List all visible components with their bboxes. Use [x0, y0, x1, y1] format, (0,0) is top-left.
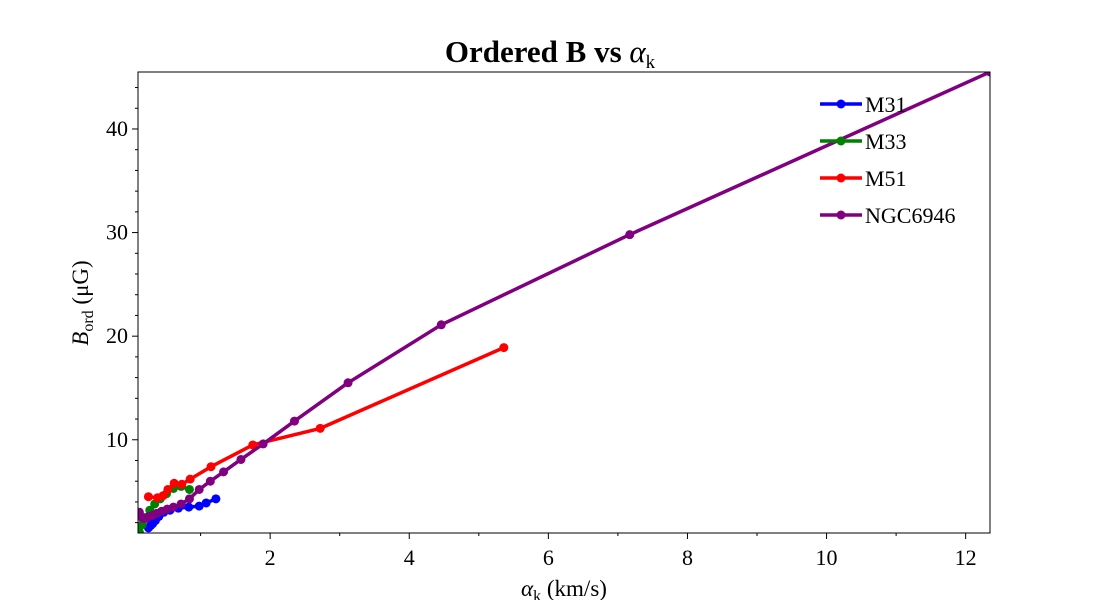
data-point-m51 — [169, 478, 179, 488]
chart-title: Ordered B vs αk — [445, 34, 656, 73]
data-point-m31 — [194, 501, 204, 511]
data-point-ngc6946 — [168, 502, 178, 512]
legend-marker-m33 — [836, 136, 846, 146]
axes-layer: 2 4 6 8 10 12 10 20 30 40 — [106, 71, 991, 570]
data-point-m33 — [184, 484, 194, 494]
data-point-m51 — [499, 343, 509, 353]
x-axis-label: αk (km/s) — [521, 576, 607, 600]
y-tick-label: 40 — [106, 116, 128, 141]
data-point-m31 — [211, 494, 221, 504]
y-tick-label: 30 — [106, 220, 128, 245]
x-tick-label: 6 — [543, 545, 554, 570]
legend: M31 M33 M51 NGC6946 — [820, 92, 955, 228]
y-tick-label: 20 — [106, 323, 128, 348]
plot-frame — [137, 71, 991, 534]
x-tick-label: 10 — [816, 545, 838, 570]
series-line-ngc6946 — [138, 72, 990, 521]
y-axis-label: Bord (μG) — [68, 260, 97, 345]
x-tick-label: 12 — [955, 545, 977, 570]
data-point-m51 — [158, 491, 168, 501]
legend-label-m51: M51 — [865, 166, 907, 191]
data-point-m31 — [184, 502, 194, 512]
data-point-ngc6946 — [184, 494, 194, 504]
data-point-ngc6946 — [289, 416, 299, 426]
data-point-ngc6946 — [436, 320, 446, 330]
data-point-ngc6946 — [625, 230, 635, 240]
legend-marker-ngc6946 — [836, 210, 846, 220]
data-point-ngc6946 — [176, 499, 186, 509]
data-point-m51 — [177, 479, 187, 489]
data-point-m51 — [185, 474, 195, 484]
x-tick-label: 4 — [404, 545, 415, 570]
legend-label-m33: M33 — [865, 129, 907, 154]
legend-marker-m31 — [836, 99, 846, 109]
plot-layer — [138, 72, 990, 533]
data-point-m31 — [201, 498, 211, 508]
x-tick-label: 8 — [682, 545, 693, 570]
legend-marker-m51 — [836, 173, 846, 183]
data-point-ngc6946 — [258, 439, 268, 449]
legend-label-ngc6946: NGC6946 — [865, 203, 955, 228]
data-point-ngc6946 — [343, 378, 353, 388]
y-tick-label: 10 — [106, 427, 128, 452]
data-point-ngc6946 — [219, 467, 229, 477]
data-point-ngc6946 — [205, 476, 215, 486]
series-line-m51 — [146, 345, 506, 500]
data-point-m51 — [248, 440, 258, 450]
data-point-ngc6946 — [236, 454, 246, 464]
data-point-ngc6946 — [985, 72, 990, 77]
data-point-m51 — [315, 423, 325, 433]
data-point-m51 — [206, 462, 216, 472]
data-point-m51 — [163, 484, 173, 494]
data-point-m51 — [143, 492, 153, 502]
x-tick-label: 2 — [265, 545, 276, 570]
legend-label-m31: M31 — [865, 92, 907, 117]
data-point-ngc6946 — [194, 484, 204, 494]
